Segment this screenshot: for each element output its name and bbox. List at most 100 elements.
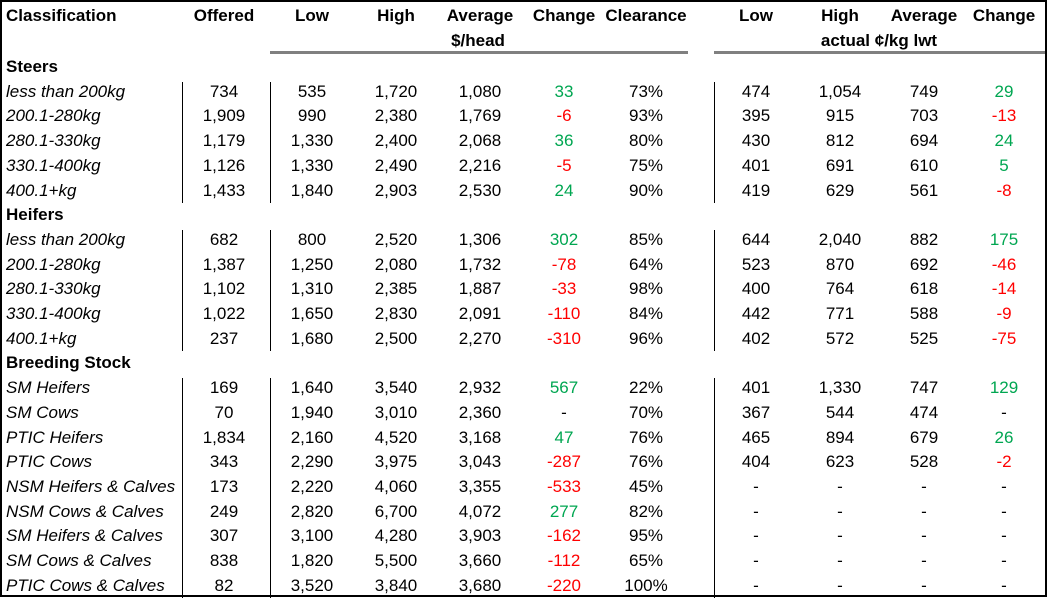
cell-clearance: 98% — [628, 279, 664, 299]
cell-kg-low: 395 — [741, 106, 771, 126]
cell-kg-change: -9 — [996, 304, 1012, 323]
cell-kg-avg: 692 — [909, 254, 939, 274]
row-label: 330.1-400kg — [6, 155, 101, 175]
row-label: less than 200kg — [6, 229, 126, 249]
cell-change: 567 — [549, 378, 579, 398]
cell-change: -33 — [551, 279, 577, 299]
column-divider — [714, 229, 715, 352]
cell-change: -78 — [551, 254, 577, 274]
row-label: 280.1-330kg — [6, 279, 101, 299]
column-divider — [270, 81, 271, 204]
header-rule-kg — [714, 51, 1045, 54]
cell-kg-high: 764 — [825, 279, 855, 299]
cell-low: 1,840 — [290, 180, 334, 200]
cell-low: 1,680 — [290, 328, 334, 348]
cell-clearance: 90% — [628, 180, 664, 200]
cell-change: 36 — [554, 131, 574, 151]
cell-avg: 3,043 — [458, 452, 502, 472]
row-label: 330.1-400kg — [6, 304, 101, 323]
cell-low: 1,250 — [290, 254, 334, 274]
cell-avg: 3,168 — [458, 427, 502, 447]
header-change: Change — [532, 6, 596, 25]
cell-avg: 4,072 — [458, 501, 502, 521]
cell-offered: 1,022 — [202, 304, 246, 323]
cell-avg: 2,091 — [458, 304, 502, 323]
row-label: NSM Cows & Calves — [6, 501, 164, 521]
cell-kg-high: 870 — [825, 254, 855, 274]
cell-kg-high: 1,330 — [818, 378, 862, 398]
cell-kg-high: - — [837, 551, 843, 570]
cell-high: 4,060 — [374, 476, 418, 496]
column-divider — [270, 229, 271, 352]
unit-cents-per-kg: actual ¢/kg lwt — [820, 31, 938, 50]
cell-avg: 1,887 — [458, 279, 502, 299]
cell-offered: 1,387 — [202, 254, 246, 274]
cell-kg-change: 29 — [994, 81, 1014, 101]
cell-avg: 2,932 — [458, 378, 502, 398]
cell-high: 2,490 — [374, 155, 418, 175]
cell-low: 535 — [297, 81, 327, 101]
column-divider — [182, 81, 183, 204]
cell-kg-high: 894 — [825, 427, 855, 447]
cell-kg-low: 404 — [741, 452, 771, 472]
header-average: Average — [446, 6, 514, 25]
cell-kg-change: -13 — [991, 106, 1017, 126]
cell-kg-avg: - — [921, 476, 927, 496]
cell-avg: 2,216 — [458, 155, 502, 175]
cell-kg-change: - — [1001, 402, 1007, 422]
row-label: SM Heifers & Calves — [6, 526, 163, 546]
row-label: 200.1-280kg — [6, 254, 101, 274]
header-kg-low: Low — [739, 6, 773, 25]
cell-kg-low: 442 — [741, 304, 771, 323]
cell-offered: 343 — [209, 452, 239, 472]
header-clearance: Clearance — [605, 6, 687, 25]
cell-kg-change: - — [1001, 526, 1007, 546]
cell-avg: 2,530 — [458, 180, 502, 200]
cell-high: 5,500 — [374, 551, 418, 570]
cell-high: 3,840 — [374, 575, 418, 595]
group-heading: Breeding Stock — [6, 353, 131, 373]
row-label: less than 200kg — [6, 81, 126, 101]
cell-high: 2,400 — [374, 131, 418, 151]
cell-kg-avg: 528 — [909, 452, 939, 472]
cell-change: -6 — [556, 106, 572, 126]
cell-kg-high: 1,054 — [818, 81, 862, 101]
cell-low: 1,940 — [290, 402, 334, 422]
cell-avg: 1,080 — [458, 81, 502, 101]
cell-offered: 1,102 — [202, 279, 246, 299]
cell-clearance: 70% — [628, 402, 664, 422]
cell-kg-high: 771 — [825, 304, 855, 323]
cell-low: 1,640 — [290, 378, 334, 398]
cell-high: 2,380 — [374, 106, 418, 126]
column-divider — [714, 378, 715, 598]
cell-avg: 2,068 — [458, 131, 502, 151]
cell-kg-avg: 749 — [909, 81, 939, 101]
cell-kg-high: - — [837, 575, 843, 595]
cell-high: 3,010 — [374, 402, 418, 422]
row-label: SM Cows — [6, 402, 79, 422]
cell-change: 24 — [554, 180, 574, 200]
cell-clearance: 96% — [628, 328, 664, 348]
cell-offered: 237 — [209, 328, 239, 348]
cell-kg-low: 474 — [741, 81, 771, 101]
cell-clearance: 80% — [628, 131, 664, 151]
cell-kg-avg: 618 — [909, 279, 939, 299]
cell-kg-avg: 588 — [909, 304, 939, 323]
cell-kg-low: 401 — [741, 378, 771, 398]
cell-kg-low: 419 — [741, 180, 771, 200]
cell-clearance: 75% — [628, 155, 664, 175]
cell-kg-avg: - — [921, 501, 927, 521]
cell-kg-high: 544 — [825, 402, 855, 422]
cell-low: 1,330 — [290, 131, 334, 151]
cell-high: 3,975 — [374, 452, 418, 472]
cell-high: 2,080 — [374, 254, 418, 274]
cell-high: 6,700 — [374, 501, 418, 521]
cell-low: 800 — [297, 229, 327, 249]
cell-avg: 3,660 — [458, 551, 502, 570]
cell-kg-change: 5 — [999, 155, 1009, 175]
cell-kg-avg: 610 — [909, 155, 939, 175]
cell-kg-avg: - — [921, 526, 927, 546]
cell-clearance: 76% — [628, 427, 664, 447]
cell-high: 4,280 — [374, 526, 418, 546]
cell-kg-low: 402 — [741, 328, 771, 348]
